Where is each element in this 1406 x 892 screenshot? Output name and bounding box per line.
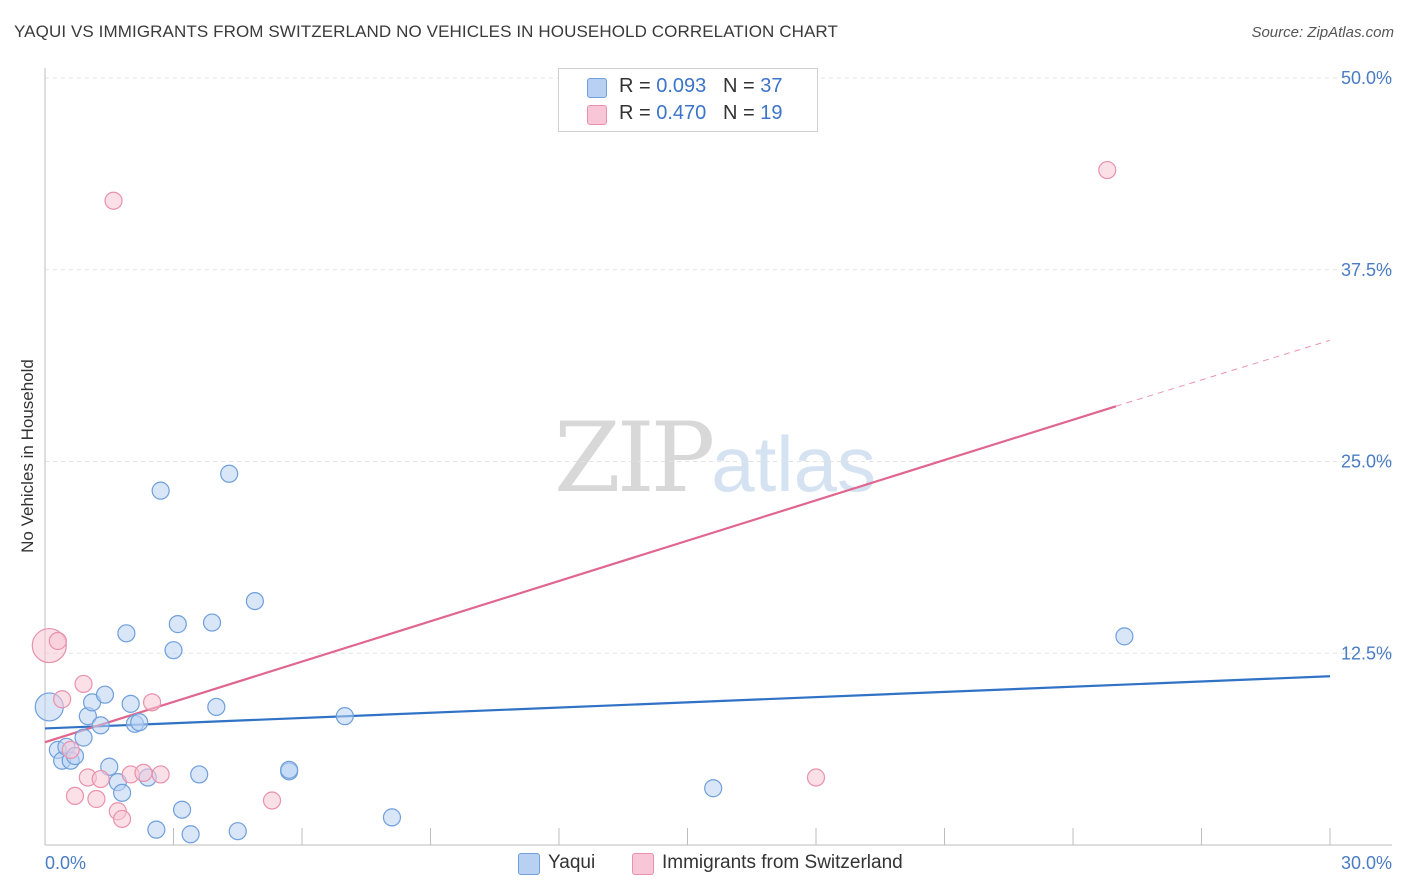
point-yaqui [1115,627,1134,646]
point-yaqui [117,624,136,643]
point-yaqui [74,728,93,747]
point-yaqui [91,716,110,735]
point-yaqui [95,685,115,704]
point-swiss [61,740,80,759]
point-yaqui [228,822,247,841]
grid-lines [45,77,1392,654]
legend-n-label: N = [722,75,761,97]
legend-r-value: 0.093 [656,75,707,97]
point-swiss [1098,160,1117,180]
x-tick-label: 0.0% [45,853,86,873]
point-swiss [112,809,132,829]
trend-line-swiss [44,405,1117,744]
point-yaqui [172,800,192,819]
point-yaqui [181,825,200,844]
point-yaqui [335,707,354,726]
data-points [31,160,1134,844]
point-yaqui [280,760,299,779]
point-swiss [48,631,67,651]
point-swiss [87,789,106,809]
point-swiss [53,690,72,709]
trend-line-yaqui [44,675,1331,730]
point-swiss [151,765,170,784]
point-swiss [134,763,153,783]
point-yaqui [190,765,209,784]
axes [44,68,1392,846]
tick-labels: 12.5% 25.0% 37.5% 50.0% 0.0% 30.0% [45,68,1392,873]
point-yaqui [100,757,119,776]
point-swiss [142,693,162,712]
point-yaqui [130,713,149,732]
trend-line-swiss-extension [1115,339,1331,407]
legend-r-label: R = [619,75,657,97]
legend-r-value: 0.470 [656,102,707,124]
point-yaqui [245,591,264,611]
point-yaqui [121,694,140,713]
legend-swatch-swiss [587,105,607,125]
y-tick-label: 25.0% [1341,452,1392,472]
point-yaqui [202,613,222,632]
point-yaqui [164,641,183,660]
y-tick-label: 37.5% [1341,260,1392,280]
point-yaqui [382,808,402,827]
y-tick-label: 50.0% [1341,68,1392,88]
point-swiss [806,768,826,787]
correlation-legend: R = 0.093 N = 37 R = 0.470 N = 19 [558,68,818,132]
point-yaqui [220,464,239,483]
bottom-legend-label-yaqui: Yaqui [548,852,596,873]
point-yaqui [704,779,723,798]
bottom-legend-swatch-yaqui [518,853,540,875]
source-label: Source: ZipAtlas.com [1251,24,1394,41]
point-yaqui [112,783,132,802]
point-yaqui [207,697,226,717]
y-tick-label: 12.5% [1341,643,1392,663]
x-tick-label: 30.0% [1341,853,1392,873]
legend-n-label: N = [722,102,761,124]
point-swiss [65,786,85,806]
point-yaqui [147,820,166,839]
point-swiss [91,769,110,789]
trend-lines [44,339,1331,744]
point-swiss [104,191,123,210]
legend-swatch-yaqui [587,78,607,98]
point-yaqui [168,615,187,634]
point-yaqui [151,481,170,500]
point-swiss [74,674,93,694]
legend-n-value: 37 [760,75,783,97]
legend-n-value: 19 [760,102,783,124]
point-swiss [262,791,282,810]
bottom-legend-label-swiss: Immigrants from Switzerland [662,852,903,873]
legend-r-label: R = [619,102,657,124]
chart-title: YAQUI VS IMMIGRANTS FROM SWITZERLAND NO … [14,22,838,41]
bottom-legend-swatch-swiss [632,853,654,875]
